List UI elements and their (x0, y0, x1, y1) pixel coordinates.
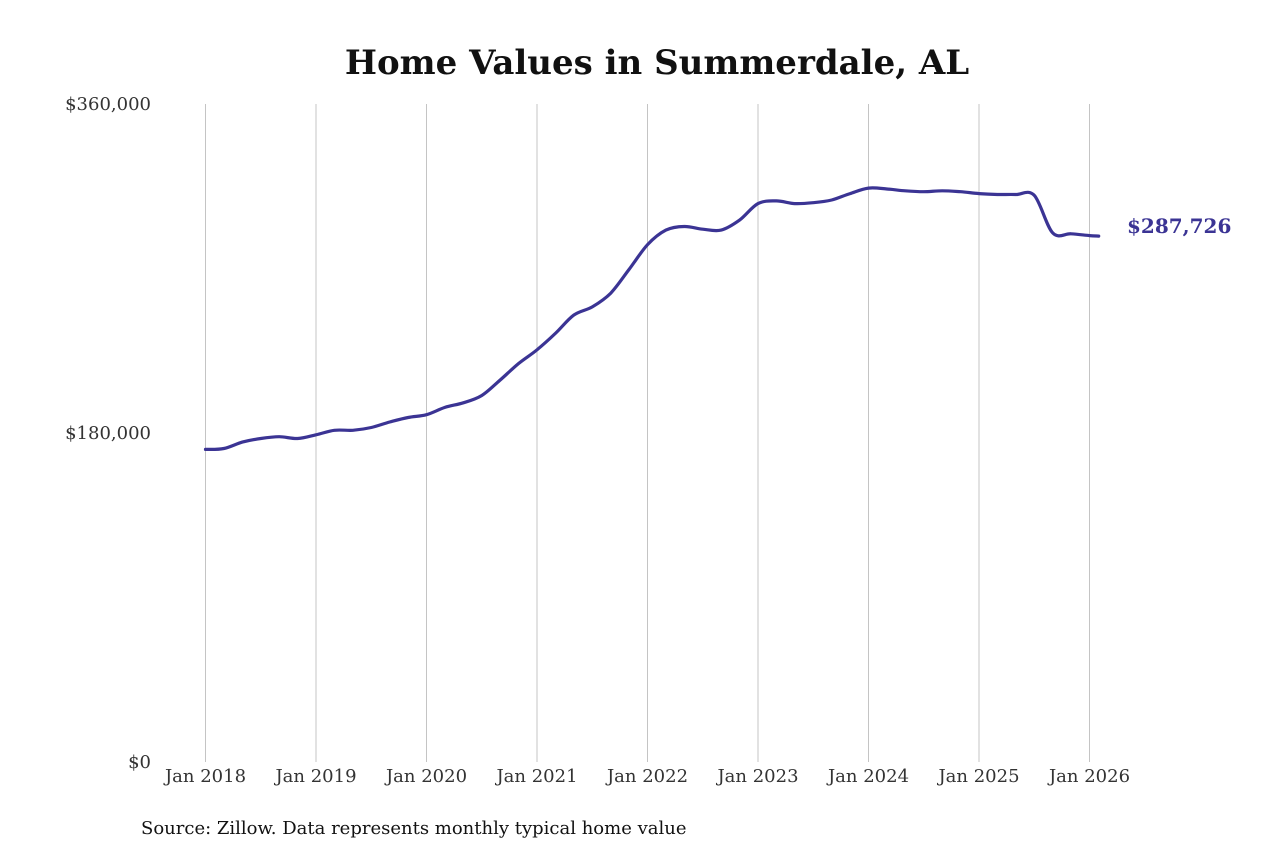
y-tick-label: $180,000 (65, 423, 151, 444)
y-axis-ticks: $0 $180,000 $360,000 (65, 94, 151, 773)
data-point-2021-09 (609, 291, 613, 295)
data-point-2020-05 (461, 401, 465, 405)
data-point-2025-05 (1014, 193, 1018, 197)
data-point-2022-01 (646, 243, 650, 247)
data-point-2019-03 (332, 428, 336, 432)
data-point-2023-07 (811, 201, 815, 205)
data-point-2018-01 (204, 447, 208, 451)
data-point-2020-03 (443, 405, 447, 409)
x-tick-label: Jan 2020 (384, 766, 467, 787)
data-point-2020-09 (498, 378, 502, 382)
source-note: Source: Zillow. Data represents monthly … (141, 818, 687, 839)
x-axis-ticks: Jan 2018 Jan 2019 Jan 2020 Jan 2021 Jan 2022… (163, 766, 1130, 787)
data-point-2018-05 (240, 440, 244, 444)
data-point-2018-07 (259, 437, 263, 441)
data-point-2020-07 (480, 394, 484, 398)
data-point-2019-01 (314, 433, 318, 437)
data-point-2025-01 (977, 192, 981, 196)
data-point-2021-07 (590, 305, 594, 309)
x-tick-label: Jan 2021 (494, 766, 577, 787)
chart-title: Home Values in Summerdale, AL (345, 43, 969, 83)
data-point-2026-01 (1088, 234, 1092, 238)
data-point-2025-03 (995, 193, 999, 197)
data-point-2024-07 (922, 190, 926, 194)
x-tick-label: Jan 2022 (605, 766, 688, 787)
data-point-2022-07 (701, 227, 705, 231)
data-point-2022-11 (738, 218, 742, 222)
x-tick-label: Jan 2023 (715, 766, 798, 787)
data-point-2018-03 (222, 447, 226, 451)
gridlines (205, 104, 1090, 762)
data-point-2021-03 (553, 331, 557, 335)
data-point-2024-09 (940, 189, 944, 193)
y-tick-label: $360,000 (65, 94, 151, 115)
y-tick-label: $0 (128, 752, 151, 773)
data-point-2022-05 (682, 225, 686, 229)
data-point-2022-03 (664, 228, 668, 232)
latest-value-label: $287,726 (1127, 214, 1231, 238)
data-point-2022-09 (719, 228, 723, 232)
data-point-2021-01 (535, 348, 539, 352)
x-tick-label: Jan 2026 (1047, 766, 1130, 787)
data-point-2023-03 (774, 199, 778, 203)
x-tick-label: Jan 2018 (163, 766, 246, 787)
x-tick-label: Jan 2025 (936, 766, 1019, 787)
data-point-2023-09 (830, 198, 834, 202)
data-points (204, 186, 1101, 451)
data-point-2018-09 (277, 435, 281, 439)
home-value-line (203, 186, 1101, 452)
data-point-2021-05 (572, 313, 576, 317)
data-point-2023-01 (756, 202, 760, 206)
data-point-2025-09 (1051, 231, 1055, 235)
data-point-2025-07 (1032, 193, 1036, 197)
data-point-2024-05 (903, 189, 907, 193)
data-point-2020-11 (517, 362, 521, 366)
data-point-2024-01 (867, 186, 871, 190)
data-point-2026-02 (1097, 234, 1101, 238)
x-tick-label: Jan 2024 (826, 766, 909, 787)
data-point-2019-05 (351, 428, 355, 432)
x-tick-label: Jan 2019 (273, 766, 356, 787)
data-point-2024-11 (959, 190, 963, 194)
data-point-2023-05 (793, 202, 797, 206)
data-point-2019-09 (388, 420, 392, 424)
data-point-2020-01 (425, 413, 429, 417)
data-point-2021-11 (627, 267, 631, 271)
data-point-2025-11 (1069, 232, 1073, 236)
data-point-2023-11 (848, 192, 852, 196)
data-point-2019-11 (406, 416, 410, 420)
data-point-2019-07 (369, 426, 373, 430)
data-point-2018-11 (296, 437, 300, 441)
data-point-2024-03 (885, 187, 889, 191)
